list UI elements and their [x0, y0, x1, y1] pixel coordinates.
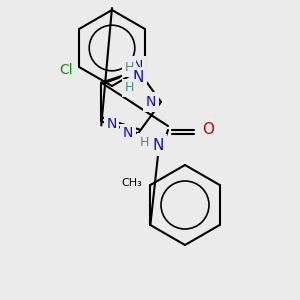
Text: Cl: Cl: [59, 63, 73, 77]
Text: N: N: [146, 95, 156, 109]
Text: N: N: [106, 117, 117, 131]
Text: N: N: [123, 126, 133, 140]
Text: H: H: [124, 61, 134, 74]
Text: O: O: [202, 122, 214, 137]
Text: N: N: [132, 70, 144, 85]
Text: H: H: [140, 136, 149, 148]
Text: H: H: [124, 81, 134, 94]
Text: N: N: [152, 137, 164, 152]
Text: N: N: [133, 58, 143, 73]
Text: CH₃: CH₃: [122, 178, 142, 188]
